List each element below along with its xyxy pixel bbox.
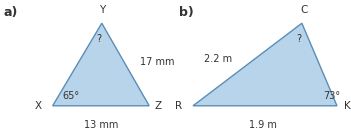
Text: a): a): [4, 6, 18, 19]
Text: X: X: [35, 101, 42, 111]
Polygon shape: [53, 23, 149, 106]
Text: R: R: [176, 101, 183, 111]
Text: ?: ?: [297, 34, 302, 44]
Text: Z: Z: [154, 101, 161, 111]
Text: 2.2 m: 2.2 m: [204, 54, 232, 64]
Text: 13 mm: 13 mm: [84, 120, 118, 129]
Text: b): b): [179, 6, 194, 19]
Text: 1.9 m: 1.9 m: [249, 120, 277, 129]
Text: C: C: [300, 5, 307, 15]
Text: ?: ?: [97, 34, 102, 44]
Text: 65°: 65°: [62, 91, 79, 101]
Text: Y: Y: [99, 5, 105, 15]
Text: K: K: [344, 101, 351, 111]
Text: 73°: 73°: [323, 91, 340, 101]
Polygon shape: [193, 23, 337, 106]
Text: 17 mm: 17 mm: [140, 57, 175, 67]
